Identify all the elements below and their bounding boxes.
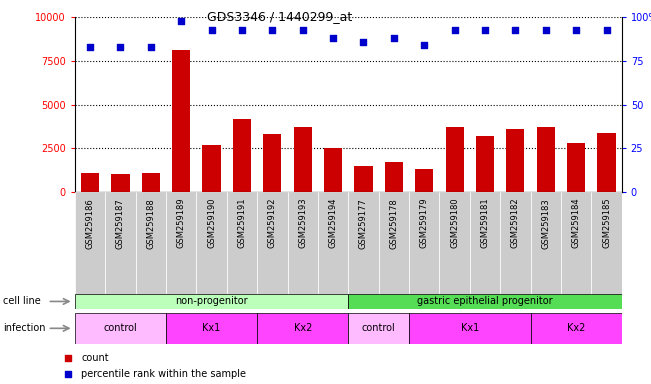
Text: GSM259187: GSM259187: [116, 198, 125, 248]
Point: [85, 44, 95, 50]
Bar: [415, 169, 434, 192]
FancyBboxPatch shape: [135, 192, 166, 307]
Bar: [506, 129, 525, 192]
FancyBboxPatch shape: [348, 192, 379, 307]
Point: [146, 44, 156, 50]
Bar: [476, 136, 494, 192]
Text: GSM259182: GSM259182: [511, 198, 520, 248]
Point: [389, 35, 399, 41]
Text: Kx2: Kx2: [294, 323, 312, 333]
FancyBboxPatch shape: [348, 294, 622, 309]
Text: GSM259193: GSM259193: [298, 198, 307, 248]
Text: Kx1: Kx1: [461, 323, 479, 333]
Text: GSM259183: GSM259183: [541, 198, 550, 248]
FancyBboxPatch shape: [531, 192, 561, 307]
FancyBboxPatch shape: [409, 313, 531, 344]
Bar: [142, 173, 160, 192]
FancyBboxPatch shape: [105, 192, 135, 307]
Point: [364, 270, 374, 276]
Bar: [567, 143, 585, 192]
Text: GDS3346 / 1440299_at: GDS3346 / 1440299_at: [207, 10, 353, 23]
FancyBboxPatch shape: [227, 192, 257, 307]
FancyBboxPatch shape: [288, 192, 318, 307]
FancyBboxPatch shape: [75, 294, 348, 309]
Text: Kx2: Kx2: [567, 323, 585, 333]
Text: GSM259192: GSM259192: [268, 198, 277, 248]
Bar: [536, 127, 555, 192]
Bar: [172, 50, 190, 192]
Point: [176, 18, 186, 24]
Point: [328, 35, 339, 41]
Text: GSM259186: GSM259186: [85, 198, 94, 248]
FancyBboxPatch shape: [348, 313, 409, 344]
Text: control: control: [362, 323, 396, 333]
Text: gastric epithelial progenitor: gastric epithelial progenitor: [417, 296, 553, 306]
FancyBboxPatch shape: [257, 192, 288, 307]
Bar: [202, 145, 221, 192]
Text: cell line: cell line: [3, 296, 41, 306]
Text: percentile rank within the sample: percentile rank within the sample: [81, 369, 246, 379]
Point: [115, 44, 126, 50]
Bar: [445, 127, 464, 192]
FancyBboxPatch shape: [197, 192, 227, 307]
FancyBboxPatch shape: [591, 192, 622, 307]
Point: [298, 26, 308, 33]
Text: GSM259191: GSM259191: [238, 198, 247, 248]
Point: [419, 42, 430, 48]
Point: [237, 26, 247, 33]
Text: GSM259194: GSM259194: [329, 198, 338, 248]
Text: GSM259184: GSM259184: [572, 198, 581, 248]
Text: GSM259188: GSM259188: [146, 198, 156, 248]
Text: Kx1: Kx1: [202, 323, 221, 333]
FancyBboxPatch shape: [75, 313, 166, 344]
Point: [206, 26, 217, 33]
Bar: [294, 127, 312, 192]
Point: [480, 26, 490, 33]
Point: [571, 26, 581, 33]
Text: count: count: [81, 353, 109, 363]
Text: GSM259178: GSM259178: [389, 198, 398, 248]
Bar: [385, 162, 403, 192]
FancyBboxPatch shape: [561, 192, 591, 307]
Text: GSM259181: GSM259181: [480, 198, 490, 248]
Text: GSM259180: GSM259180: [450, 198, 459, 248]
Point: [358, 39, 368, 45]
FancyBboxPatch shape: [470, 192, 500, 307]
FancyBboxPatch shape: [166, 192, 197, 307]
Text: GSM259177: GSM259177: [359, 198, 368, 248]
Point: [364, 124, 374, 130]
Point: [602, 26, 612, 33]
Text: GSM259190: GSM259190: [207, 198, 216, 248]
Bar: [263, 134, 281, 192]
Bar: [111, 174, 130, 192]
Point: [267, 26, 277, 33]
Text: GSM259189: GSM259189: [176, 198, 186, 248]
Bar: [324, 148, 342, 192]
Text: GSM259185: GSM259185: [602, 198, 611, 248]
Text: non-progenitor: non-progenitor: [175, 296, 248, 306]
Point: [540, 26, 551, 33]
Point: [510, 26, 521, 33]
FancyBboxPatch shape: [500, 192, 531, 307]
Bar: [354, 166, 372, 192]
Text: GSM259179: GSM259179: [420, 198, 429, 248]
Bar: [81, 173, 99, 192]
FancyBboxPatch shape: [257, 313, 348, 344]
Text: infection: infection: [3, 323, 46, 333]
FancyBboxPatch shape: [379, 192, 409, 307]
FancyBboxPatch shape: [75, 192, 105, 307]
Bar: [598, 132, 616, 192]
Text: control: control: [104, 323, 137, 333]
FancyBboxPatch shape: [409, 192, 439, 307]
FancyBboxPatch shape: [531, 313, 622, 344]
FancyBboxPatch shape: [166, 313, 257, 344]
Bar: [233, 119, 251, 192]
FancyBboxPatch shape: [318, 192, 348, 307]
Point: [449, 26, 460, 33]
FancyBboxPatch shape: [439, 192, 470, 307]
